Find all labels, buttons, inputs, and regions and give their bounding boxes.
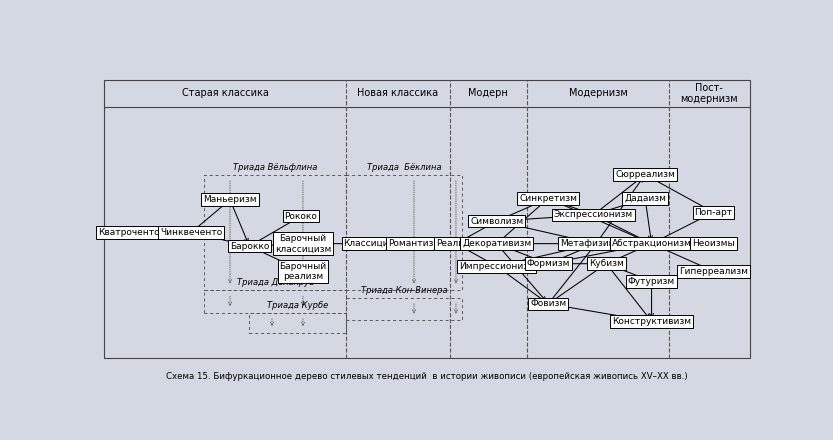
Text: Схема 15. Бифуркационное дерево стилевых тенденций  в истории живописи (европейс: Схема 15. Бифуркационное дерево стилевых… (166, 372, 688, 381)
Text: Триада  Бёклина: Триада Бёклина (367, 163, 441, 172)
Text: Рококо: Рококо (285, 212, 317, 220)
Text: Реализм: Реализм (436, 239, 476, 248)
Text: Триада Курбе: Триада Курбе (267, 301, 328, 310)
Text: Сюрреализм: Сюрреализм (616, 170, 675, 179)
Text: Модерн: Модерн (468, 88, 508, 99)
Text: Гиперреализм: Гиперреализм (679, 267, 748, 276)
Text: Фовизм: Фовизм (530, 299, 566, 308)
Text: Классицизм: Классицизм (343, 239, 401, 248)
Text: Декоративизм: Декоративизм (462, 239, 531, 248)
Text: Импрессионизм: Импрессионизм (459, 262, 535, 271)
Text: Старая классика: Старая классика (182, 88, 268, 99)
Bar (204, 290, 347, 312)
Text: Символизм: Символизм (470, 216, 523, 226)
Text: Кубизм: Кубизм (589, 259, 624, 268)
Text: Конструктивизм: Конструктивизм (612, 317, 691, 326)
Text: Синкретизм: Синкретизм (519, 194, 577, 203)
Text: Барочный
реализм: Барочный реализм (279, 261, 327, 281)
Text: Модернизм: Модернизм (569, 88, 627, 99)
Text: Неоизмы: Неоизмы (692, 239, 735, 248)
Text: Романтизм: Романтизм (388, 239, 440, 248)
Text: Дадаизм: Дадаизм (624, 194, 666, 203)
Text: Абстракционизм: Абстракционизм (611, 239, 691, 248)
Text: Экспрессионизм: Экспрессионизм (554, 210, 633, 219)
Text: Чинквеченто: Чинквеченто (160, 228, 222, 237)
Text: Новая классика: Новая классика (357, 88, 438, 99)
Text: Формизм: Формизм (526, 259, 570, 268)
Text: Барокко: Барокко (230, 242, 269, 251)
Bar (347, 175, 462, 290)
Text: Триада Кон-Винера: Триада Кон-Винера (361, 286, 447, 295)
Text: Маньеризм: Маньеризм (203, 195, 257, 204)
Text: Пост-
модернизм: Пост- модернизм (681, 83, 738, 104)
Text: Поп-арт: Поп-арт (695, 208, 732, 217)
Text: Метафизицизм: Метафизицизм (560, 239, 632, 248)
Text: Кватроченто: Кватроченто (97, 228, 159, 237)
Text: Футуризм: Футуризм (628, 277, 676, 286)
Bar (204, 175, 347, 290)
Text: Триада Делакруа: Триада Делакруа (237, 279, 314, 287)
Bar (104, 80, 750, 358)
Bar (347, 297, 462, 320)
Bar (249, 312, 347, 333)
Text: Триада Вёльфлина: Триада Вёльфлина (233, 163, 317, 172)
Text: Барочный
классицизм: Барочный классицизм (275, 234, 332, 253)
